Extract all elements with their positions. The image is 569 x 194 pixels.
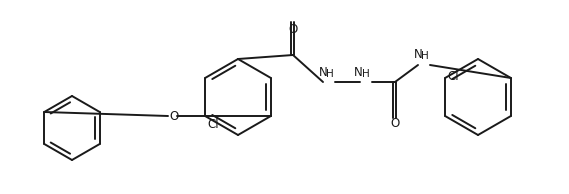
Text: H: H <box>421 51 429 61</box>
Text: N: N <box>353 66 362 79</box>
Text: O: O <box>169 109 178 122</box>
Text: H: H <box>362 69 370 79</box>
Text: Cl: Cl <box>447 70 459 83</box>
Text: N: N <box>414 48 422 61</box>
Text: O: O <box>288 23 298 36</box>
Text: H: H <box>326 69 334 79</box>
Text: O: O <box>390 117 399 130</box>
Text: Cl: Cl <box>207 118 218 131</box>
Text: N: N <box>319 66 327 79</box>
